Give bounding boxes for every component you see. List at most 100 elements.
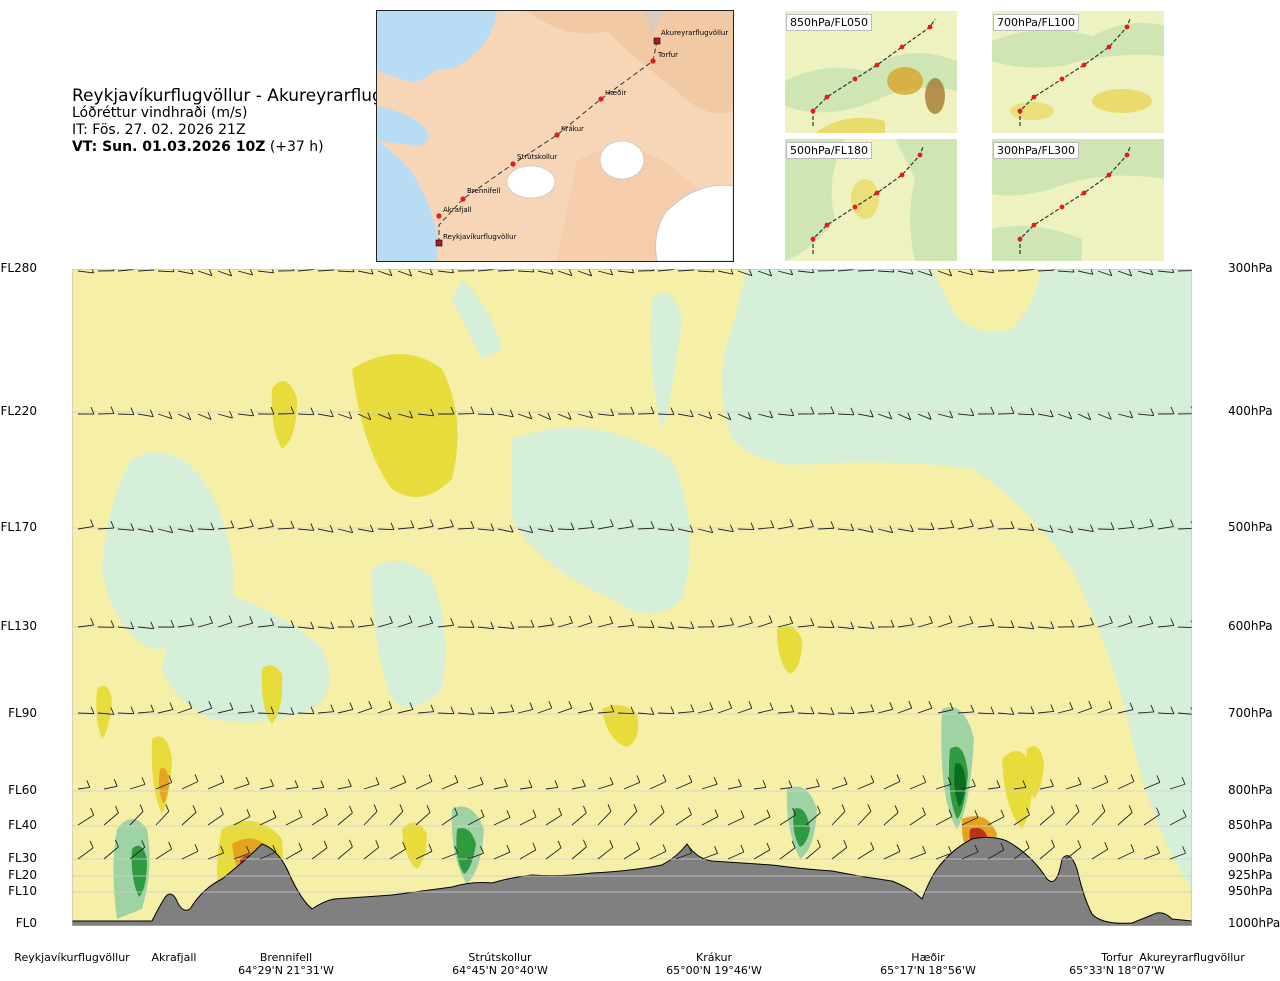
fl-label: FL60 [8, 783, 37, 797]
wind-barb [777, 622, 793, 628]
wind-barb [657, 269, 674, 272]
wind-barb [717, 528, 734, 533]
map-label-akureyrarflugvollur: Akureyrarflugvöllur [661, 29, 728, 37]
wind-barb [257, 270, 274, 274]
wind-barb [177, 707, 192, 714]
wind-barb-feather [730, 269, 734, 275]
wind-barb-feather [766, 809, 771, 817]
wind-barb [317, 711, 334, 714]
wind-barb-feather [709, 525, 714, 533]
wind-barb [1091, 781, 1109, 790]
wind-barb-feather [429, 616, 434, 624]
wind-barb [285, 816, 303, 826]
wind-barb-feather [430, 408, 435, 416]
wind-barb [207, 814, 224, 826]
wind-barb-feather [589, 410, 594, 419]
wind-barb [477, 626, 494, 630]
wind-barb [197, 528, 214, 531]
wind-barb-feather [990, 519, 994, 527]
wind-barb-feather [1030, 523, 1035, 531]
wind-barb-feather [768, 269, 773, 277]
wind-barb [857, 626, 874, 630]
mini-map-300: 300hPa/FL300 [992, 139, 1164, 261]
wind-barb-feather [830, 521, 835, 529]
wind-barb-feather [650, 620, 655, 628]
wind-barb-feather [149, 409, 154, 417]
wind-barb [1177, 527, 1192, 530]
wind-barb-feather [748, 701, 753, 709]
wind-barb-feather [115, 805, 119, 814]
wind-barb [1177, 712, 1192, 715]
wind-barb [857, 810, 872, 826]
wind-barb-feather [689, 525, 694, 533]
wind-barb [1065, 847, 1082, 860]
wind-barb-feather [532, 269, 535, 273]
wind-barb [1157, 526, 1174, 530]
wind-barb [497, 626, 514, 630]
wind-barb [837, 413, 854, 416]
wind-barb-feather [1108, 269, 1113, 276]
wind-barb [571, 846, 587, 860]
wind-barb-feather [490, 523, 495, 531]
wind-barb [1137, 413, 1154, 417]
wind-barb [415, 781, 433, 790]
wind-barb-feather [1107, 412, 1112, 420]
wind-barb-feather [889, 702, 894, 710]
wind-barb [363, 783, 380, 790]
wind-barb-feather [896, 774, 901, 782]
wind-barb-feather [310, 407, 315, 415]
wind-barb [1117, 812, 1133, 826]
wind-barb [297, 626, 314, 630]
wind-barb [857, 528, 874, 533]
wind-barb-feather [568, 269, 573, 276]
hpa-label: 400hPa [1228, 404, 1273, 418]
wind-barb-feather [1190, 707, 1192, 712]
wind-barb [337, 785, 352, 790]
wind-barb [649, 781, 667, 790]
wind-barb [103, 785, 118, 790]
wind-barb-feather [1010, 620, 1015, 628]
wind-barb-feather [479, 776, 484, 785]
wind-barb [1039, 846, 1055, 860]
wind-barb [177, 270, 194, 275]
wind-barb-feather [790, 704, 795, 713]
wind-barb-feather [402, 775, 407, 783]
wind-barb [917, 270, 933, 277]
wind-barb-feather [470, 620, 475, 628]
wind-barb [417, 622, 433, 628]
wind-barb [779, 786, 792, 790]
wind-barb-feather [869, 409, 874, 418]
wind-barb [197, 622, 213, 628]
wind-barb [617, 624, 634, 628]
wind-barb-feather [1128, 615, 1133, 623]
wind-barb [377, 528, 394, 531]
wind-barb [817, 712, 834, 715]
wind-barb-feather [294, 780, 299, 788]
wind-barb-feather [910, 269, 914, 275]
wind-barb [1017, 528, 1034, 532]
wind-barb-feather [1049, 525, 1054, 533]
wind-barb [363, 846, 380, 860]
wind-barb-feather [368, 700, 373, 709]
wind-barb [77, 847, 94, 860]
fl-label: FL40 [8, 818, 37, 832]
wind-barb [657, 413, 674, 416]
wind-barb-feather [990, 706, 995, 714]
wind-barb [317, 413, 334, 418]
wind-barb-feather [688, 845, 693, 854]
wind-barb-feather [189, 524, 194, 532]
wind-barb [545, 847, 562, 860]
wind-barb [577, 527, 594, 530]
wind-barb [897, 528, 914, 533]
wind-barb [397, 413, 413, 419]
wind-barb [957, 711, 974, 714]
wind-barb-feather [192, 805, 197, 813]
wind-barb-feather [349, 805, 353, 814]
wind-barb [157, 413, 173, 420]
wind-barb-feather [1181, 777, 1186, 785]
wind-barb [677, 711, 694, 714]
wind-barb [717, 624, 734, 628]
wind-barb-feather [870, 841, 875, 850]
wind-barb-feather [570, 522, 575, 530]
wind-barb [493, 785, 508, 790]
